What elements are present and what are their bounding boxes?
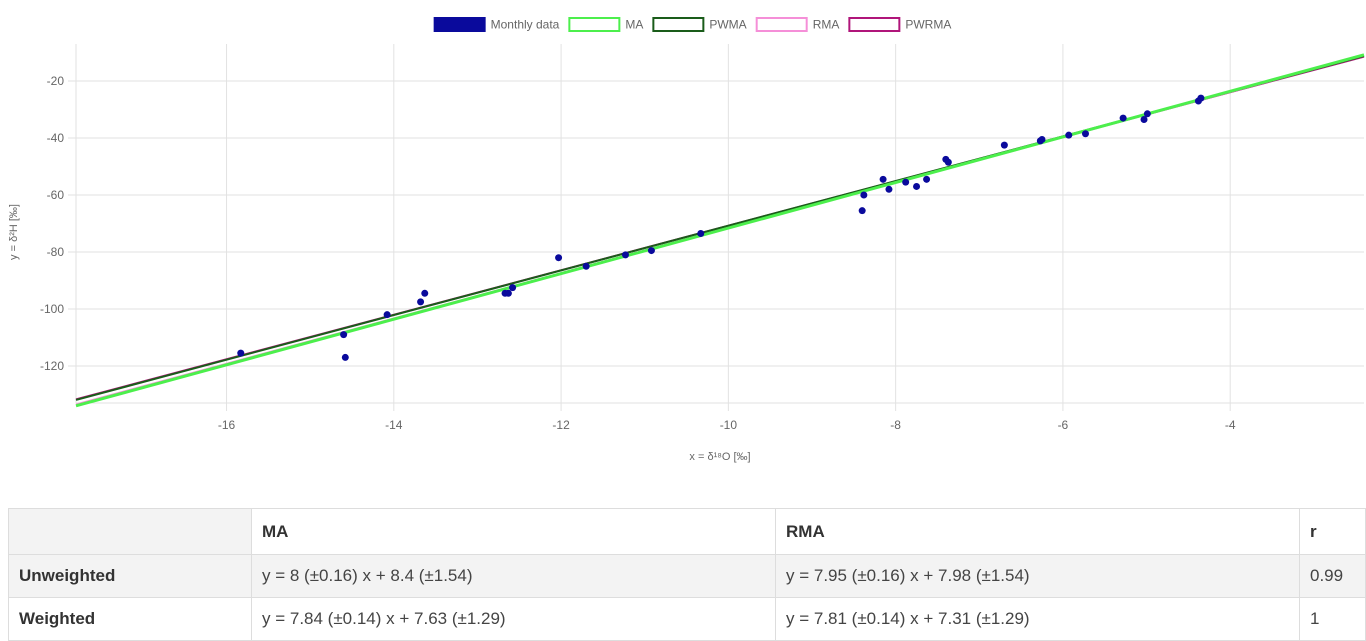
- x-tick-label: -10: [720, 418, 738, 432]
- data-point: [944, 158, 952, 166]
- data-point: [923, 175, 931, 183]
- x-tick-label: -16: [218, 418, 236, 432]
- data-point: [860, 191, 868, 199]
- ma-equation-weighted: y = 7.84 (±0.14) x + 7.63 (±1.29): [251, 597, 776, 641]
- rma-equation-weighted: y = 7.81 (±0.14) x + 7.31 (±1.29): [775, 597, 1300, 641]
- data-point: [509, 284, 517, 292]
- column-header-r: r: [1299, 508, 1366, 555]
- data-point: [582, 262, 590, 270]
- legend-label: PWRMA: [905, 18, 951, 32]
- data-point: [1140, 116, 1148, 124]
- table-row-weighted: Weighted y = 7.84 (±0.14) x + 7.63 (±1.2…: [8, 597, 1366, 641]
- x-tick-label: -8: [890, 418, 901, 432]
- y-axis-title: y = δ²H [‰]: [8, 204, 20, 260]
- y-tick-label: -80: [47, 245, 65, 259]
- legend-label: Monthly data: [491, 18, 560, 32]
- data-point: [383, 311, 391, 319]
- y-tick-label: -40: [47, 131, 65, 145]
- legend-item-rma[interactable]: RMA: [755, 17, 840, 32]
- y-tick-label: -20: [47, 74, 65, 88]
- data-point: [341, 353, 349, 361]
- data-points: [237, 94, 1205, 361]
- row-label-weighted: Weighted: [8, 597, 252, 641]
- x-tick-label: -4: [1225, 418, 1236, 432]
- data-point: [1038, 135, 1046, 143]
- y-tick-label: -120: [40, 359, 64, 373]
- legend-swatch: [568, 17, 621, 32]
- table-header-row: MA RMA r: [8, 508, 1366, 555]
- data-point: [417, 298, 425, 306]
- regression-lines: [75, 53, 1365, 408]
- legend-swatch: [652, 17, 705, 32]
- data-point: [340, 331, 348, 339]
- legend-label: MA: [625, 18, 643, 32]
- rma-equation-unweighted: y = 7.95 (±0.16) x + 7.98 (±1.54): [775, 554, 1300, 598]
- data-point: [697, 229, 705, 237]
- x-tick-label: -6: [1058, 418, 1069, 432]
- x-tick-label: -14: [385, 418, 403, 432]
- data-point: [555, 254, 563, 262]
- table-row-unweighted: Unweighted y = 8 (±0.16) x + 8.4 (±1.54)…: [8, 554, 1366, 598]
- data-point: [504, 289, 512, 297]
- legend-item-monthly-data[interactable]: Monthly data: [433, 17, 560, 32]
- data-point: [421, 289, 429, 297]
- data-point: [1119, 114, 1127, 122]
- data-point: [1197, 94, 1205, 102]
- data-point: [858, 207, 866, 215]
- legend-swatch: [755, 17, 808, 32]
- column-header-ma: MA: [251, 508, 776, 555]
- data-point: [902, 178, 910, 186]
- legend-item-pwma[interactable]: PWMA: [652, 17, 747, 32]
- y-tick-label: -100: [40, 302, 64, 316]
- isotope-regression-chart: Monthly data MA PWMA RMA PWRMA -16 -14 -12 -10-…: [8, 17, 1365, 463]
- data-point: [879, 175, 887, 183]
- data-point: [621, 251, 629, 259]
- data-point: [913, 182, 921, 190]
- legend-label: RMA: [813, 18, 840, 32]
- data-point: [1000, 141, 1008, 149]
- data-point: [1065, 131, 1073, 139]
- table-corner-cell: [8, 508, 252, 555]
- data-point: [237, 349, 245, 357]
- data-point: [885, 185, 893, 193]
- regression-line-ma: [75, 53, 1365, 408]
- regression-results-table: MA RMA r Unweighted y = 8 (±0.16) x + 8.…: [8, 508, 1366, 641]
- data-point: [1081, 130, 1089, 138]
- ma-equation-unweighted: y = 8 (±0.16) x + 8.4 (±1.54): [251, 554, 776, 598]
- legend-swatch: [433, 17, 486, 32]
- legend-label: PWMA: [709, 18, 746, 32]
- data-point: [647, 247, 655, 255]
- x-axis-title: x = δ¹⁸O [‰]: [689, 451, 750, 463]
- r-value-unweighted: 0.99: [1299, 554, 1366, 598]
- legend-item-pwrma[interactable]: PWRMA: [848, 17, 951, 32]
- chart-grid: [68, 44, 1364, 411]
- row-label-unweighted: Unweighted: [8, 554, 252, 598]
- x-tick-label: -12: [552, 418, 570, 432]
- legend-swatch: [848, 17, 901, 32]
- tick-labels: -16 -14 -12 -10 -8 -6 -4 -20 -40 -60 -80 -100 -120: [40, 74, 1236, 432]
- y-tick-label: -60: [47, 188, 65, 202]
- data-point: [1143, 110, 1151, 118]
- legend-item-ma[interactable]: MA: [568, 17, 643, 32]
- chart-legend[interactable]: Monthly data MA PWMA RMA PWRMA: [433, 17, 952, 32]
- r-value-weighted: 1: [1299, 597, 1366, 641]
- column-header-rma: RMA: [775, 508, 1300, 555]
